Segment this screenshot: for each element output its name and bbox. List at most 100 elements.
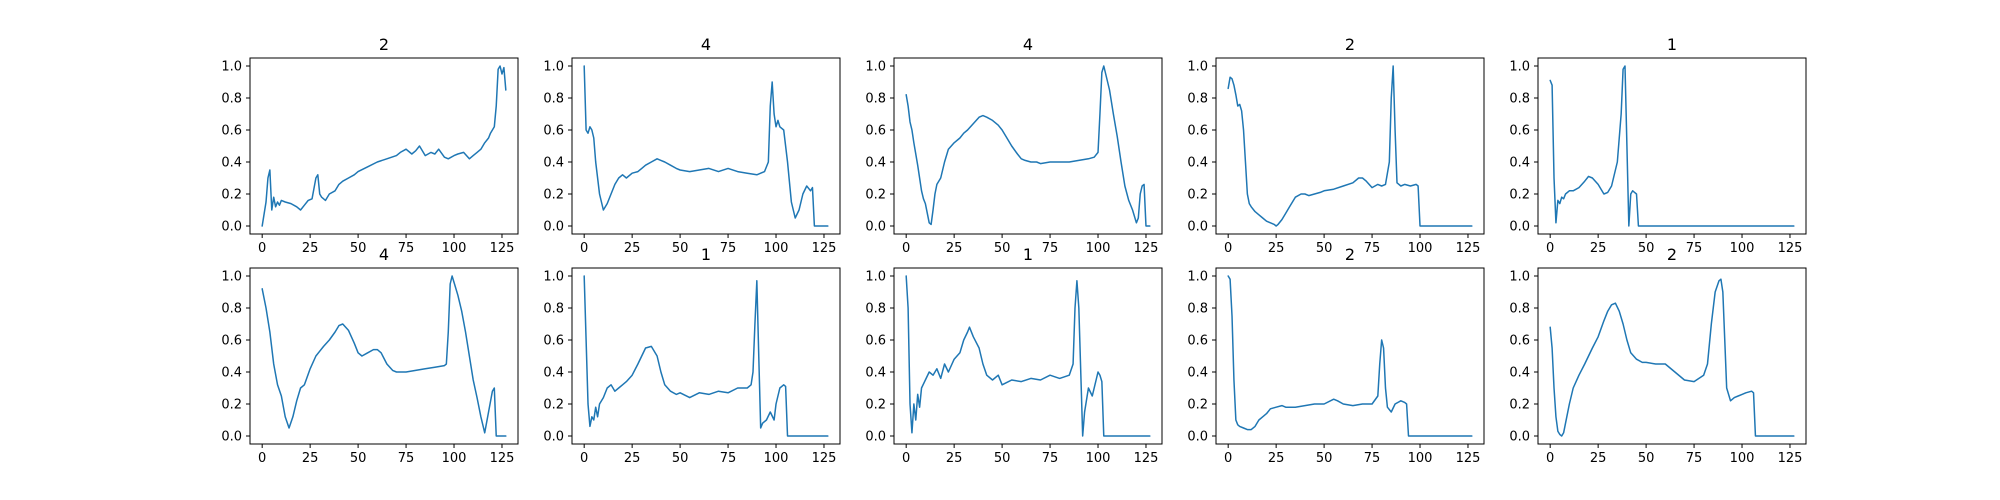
x-tick-label: 125	[490, 241, 515, 256]
axes-frame	[1537, 57, 1807, 235]
axes-frame	[249, 267, 519, 445]
y-tick-label: 0.4	[543, 366, 564, 381]
y-tick-label: 0.2	[221, 398, 242, 413]
subplot-5: 1 0 25 50 75 100 125 0.0 0.2 0.4 0.6 0.8 1.0	[1509, 35, 1807, 256]
x-tick-label: 50	[1638, 241, 1655, 256]
series-line	[1549, 278, 1795, 437]
y-tick-label: 0.4	[1509, 366, 1530, 381]
y-tick-label: 0.4	[1187, 366, 1208, 381]
subplot-title: 1	[1667, 35, 1677, 54]
x-tick-label: 50	[672, 451, 689, 466]
x-tick-label: 25	[624, 241, 641, 256]
x-tick-label: 50	[994, 451, 1011, 466]
x-tick-label: 75	[1042, 451, 1059, 466]
y-tick-label: 0.4	[1509, 156, 1530, 171]
x-tick-label: 100	[1086, 241, 1111, 256]
axes-frame	[571, 267, 841, 445]
y-tick-label: 0.0	[1509, 430, 1530, 445]
y-tick-label: 0.8	[543, 302, 564, 317]
y-tick-label: 0.6	[1187, 334, 1208, 349]
x-tick-label: 100	[1730, 241, 1755, 256]
x-tick-label: 125	[1134, 451, 1159, 466]
y-tick-label: 0.0	[221, 220, 242, 235]
y-tick-label: 0.0	[865, 220, 886, 235]
y-tick-label: 1.0	[1509, 270, 1530, 285]
y-tick-label: 0.0	[543, 430, 564, 445]
y-tick-label: 0.2	[543, 398, 564, 413]
subplot-title: 4	[379, 245, 389, 264]
x-tick-label: 0	[580, 451, 588, 466]
y-tick-label: 1.0	[865, 270, 886, 285]
x-tick-label: 125	[812, 451, 837, 466]
x-tick-label: 75	[1042, 241, 1059, 256]
x-tick-label: 25	[624, 451, 641, 466]
x-tick-label: 0	[1546, 241, 1554, 256]
x-tick-label: 75	[1686, 451, 1703, 466]
subplot-title: 1	[701, 245, 711, 264]
series-line	[1227, 65, 1473, 227]
y-tick-label: 1.0	[1187, 60, 1208, 75]
y-tick-label: 0.8	[865, 302, 886, 317]
x-tick-label: 0	[1224, 451, 1232, 466]
y-tick-label: 1.0	[543, 60, 564, 75]
x-tick-label: 100	[442, 451, 467, 466]
axes-frame	[1537, 267, 1807, 445]
x-tick-label: 125	[1134, 241, 1159, 256]
x-tick-label: 25	[1268, 451, 1285, 466]
y-tick-label: 0.0	[1187, 220, 1208, 235]
x-tick-label: 75	[1686, 241, 1703, 256]
x-tick-label: 0	[1546, 451, 1554, 466]
y-tick-label: 0.6	[543, 124, 564, 139]
y-tick-label: 1.0	[865, 60, 886, 75]
series-line	[1549, 65, 1795, 227]
y-tick-label: 0.4	[865, 366, 886, 381]
x-tick-label: 50	[1638, 451, 1655, 466]
y-tick-label: 0.6	[865, 124, 886, 139]
x-tick-label: 50	[350, 451, 367, 466]
x-tick-label: 75	[398, 241, 415, 256]
y-tick-label: 0.6	[1509, 124, 1530, 139]
x-tick-label: 0	[258, 451, 266, 466]
y-tick-label: 0.2	[1509, 398, 1530, 413]
x-tick-label: 50	[1316, 451, 1333, 466]
x-tick-label: 100	[764, 451, 789, 466]
y-tick-label: 0.0	[543, 220, 564, 235]
x-tick-label: 100	[1408, 241, 1433, 256]
subplot-8: 1 0 25 50 75 100 125 0.0 0.2 0.4 0.6 0.8 1.0	[865, 245, 1163, 466]
y-tick-label: 0.4	[1187, 156, 1208, 171]
x-tick-label: 0	[902, 241, 910, 256]
y-tick-label: 1.0	[221, 60, 242, 75]
y-tick-label: 0.2	[865, 188, 886, 203]
x-tick-label: 100	[1086, 451, 1111, 466]
series-line	[261, 275, 507, 437]
x-tick-label: 75	[720, 451, 737, 466]
y-tick-label: 0.2	[1187, 188, 1208, 203]
y-tick-label: 0.2	[221, 188, 242, 203]
x-tick-label: 125	[1778, 241, 1803, 256]
x-tick-label: 100	[1730, 451, 1755, 466]
axes-frame	[249, 57, 519, 235]
y-tick-label: 0.6	[543, 334, 564, 349]
x-tick-label: 25	[946, 451, 963, 466]
y-tick-label: 0.8	[1509, 92, 1530, 107]
subplot-10: 2 0 25 50 75 100 125 0.0 0.2 0.4 0.6 0.8 1.0	[1509, 245, 1807, 466]
y-tick-label: 0.8	[543, 92, 564, 107]
subplot-title: 2	[1345, 35, 1355, 54]
x-tick-label: 75	[398, 451, 415, 466]
axes-frame	[1215, 57, 1485, 235]
y-tick-label: 0.6	[865, 334, 886, 349]
subplot-1: 2 0 25 50 75 100 125 0.0 0.2 0.4 0.6 0.8 1.0	[221, 35, 519, 256]
series-line	[261, 65, 507, 227]
x-tick-label: 0	[1224, 241, 1232, 256]
y-tick-label: 0.4	[221, 366, 242, 381]
y-tick-label: 0.4	[865, 156, 886, 171]
series-line	[583, 65, 829, 227]
x-tick-label: 100	[1408, 451, 1433, 466]
series-line	[583, 275, 829, 437]
x-tick-label: 75	[1364, 451, 1381, 466]
y-tick-label: 0.8	[1187, 302, 1208, 317]
y-tick-label: 0.8	[1187, 92, 1208, 107]
x-tick-label: 0	[902, 451, 910, 466]
